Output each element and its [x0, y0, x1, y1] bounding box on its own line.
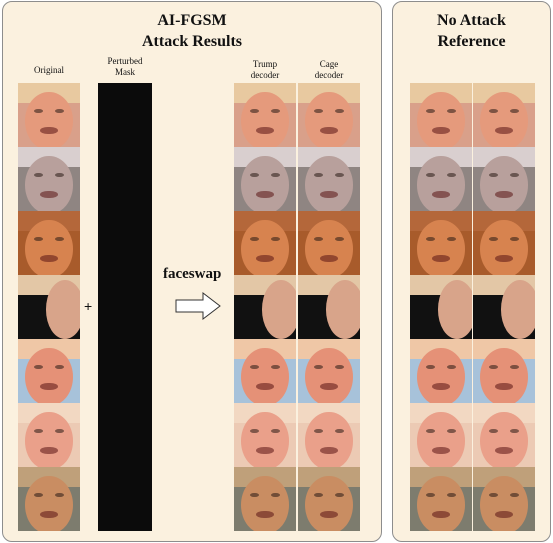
face-image-reference-cage	[473, 403, 535, 467]
reference-title-line2: Reference	[437, 33, 506, 50]
reference-title-line1: No Attack	[437, 12, 506, 29]
face-image-reference-cage	[473, 275, 535, 339]
face-image-cage-decoder	[298, 275, 360, 339]
face-image-trump-decoder	[234, 275, 296, 339]
attack-title-line1: AI-FGSM	[157, 12, 227, 29]
face-image-trump-decoder	[234, 467, 296, 531]
face-image-reference-cage	[473, 339, 535, 403]
face-image-cage-decoder	[298, 211, 360, 275]
face-image-trump-decoder	[234, 403, 296, 467]
attack-results-title: AI-FGSM Attack Results	[2, 10, 382, 52]
face-image-reference-trump	[410, 403, 472, 467]
face-image-cage-decoder	[298, 83, 360, 147]
face-image-reference-cage	[473, 147, 535, 211]
attack-title-line2: Attack Results	[142, 33, 242, 50]
face-image-original	[18, 211, 80, 275]
arrow-right-icon	[175, 292, 221, 320]
face-image-reference-cage	[473, 83, 535, 147]
face-image-reference-cage	[473, 467, 535, 531]
face-image-original	[18, 147, 80, 211]
face-image-cage-decoder	[298, 339, 360, 403]
face-image-reference-trump	[410, 467, 472, 531]
face-image-trump-decoder	[234, 339, 296, 403]
col-label-trump-decoder: Trump decoder	[250, 59, 280, 80]
face-image-original	[18, 83, 80, 147]
col-label-original: Original	[34, 65, 64, 75]
face-image-trump-decoder	[234, 147, 296, 211]
face-image-original	[18, 403, 80, 467]
face-image-reference-cage	[473, 211, 535, 275]
plus-sign: +	[84, 298, 93, 314]
face-image-reference-trump	[410, 147, 472, 211]
face-image-reference-trump	[410, 83, 472, 147]
face-image-reference-trump	[410, 275, 472, 339]
face-image-cage-decoder	[298, 403, 360, 467]
face-image-cage-decoder	[298, 467, 360, 531]
face-image-original	[18, 467, 80, 531]
col-label-cage-decoder: Cage decoder	[314, 59, 344, 80]
col-label-perturbed-mask: Perturbed Mask	[107, 56, 143, 77]
perturbed-mask	[98, 83, 152, 531]
face-image-reference-trump	[410, 339, 472, 403]
face-image-original	[18, 339, 80, 403]
reference-title: No Attack Reference	[392, 10, 551, 52]
face-image-trump-decoder	[234, 83, 296, 147]
faceswap-label: faceswap	[163, 266, 222, 282]
face-image-trump-decoder	[234, 211, 296, 275]
face-image-reference-trump	[410, 211, 472, 275]
face-image-original	[18, 275, 80, 339]
face-image-cage-decoder	[298, 147, 360, 211]
